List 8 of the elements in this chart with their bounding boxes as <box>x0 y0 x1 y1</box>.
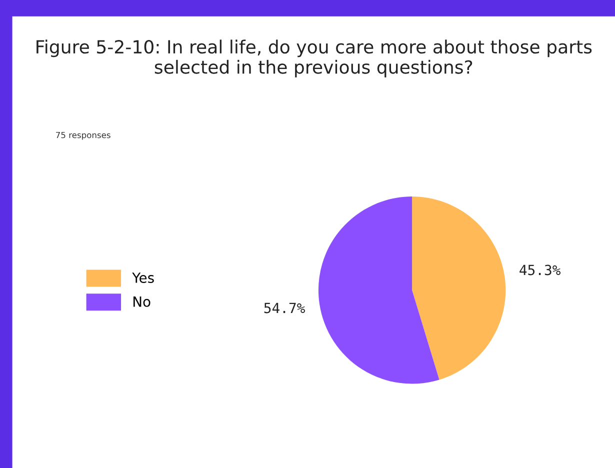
data-label: 54.7% <box>264 302 305 314</box>
legend-label: No <box>133 296 150 307</box>
pie-slice <box>412 196 506 380</box>
pie-slice <box>318 196 440 384</box>
legend-label: Yes <box>132 272 154 283</box>
chart-title: Figure 5-2-10: In real life, do you care more about those parts selected in the previous questions? <box>36 40 592 78</box>
text: 75 responses <box>56 132 110 140</box>
data-label: 45.3% <box>520 264 560 276</box>
